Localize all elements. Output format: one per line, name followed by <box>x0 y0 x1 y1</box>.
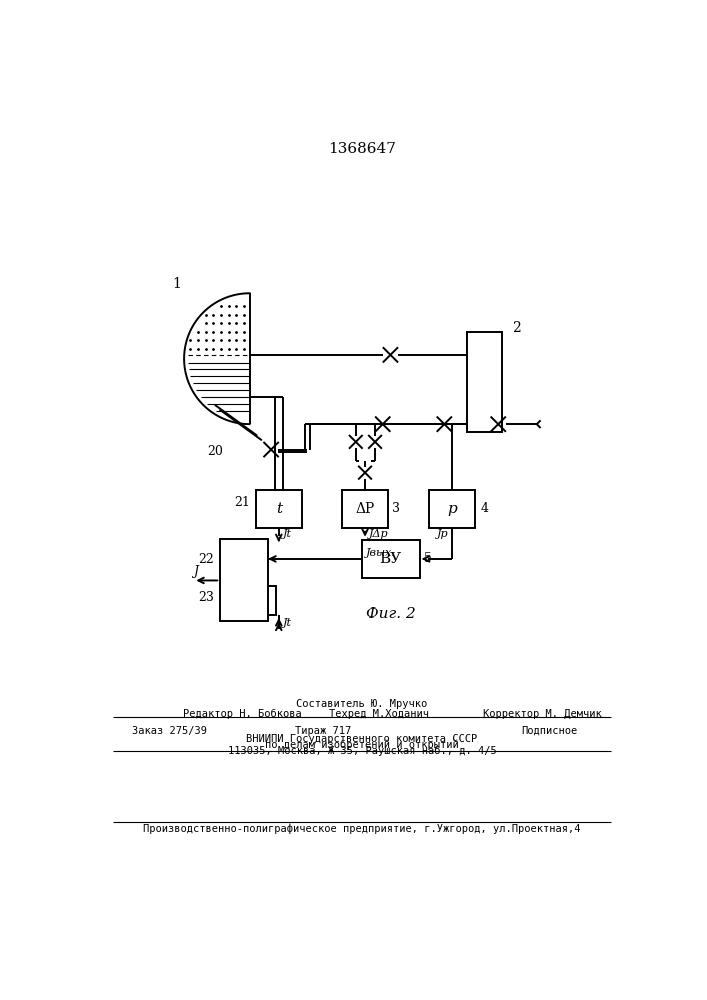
Bar <box>342 490 388 528</box>
Text: Подписное: Подписное <box>521 726 578 736</box>
Text: Jt: Jt <box>283 529 292 539</box>
Text: Фиг. 2: Фиг. 2 <box>366 607 415 621</box>
Text: Тираж 717: Тираж 717 <box>296 726 351 736</box>
Text: Техред М.Ходанич: Техред М.Ходанич <box>329 709 429 719</box>
Bar <box>221 539 268 621</box>
Text: Jвых.: Jвых. <box>366 548 395 558</box>
Text: 113035, Москва, Ж-35, Раушская наб., д. 4/5: 113035, Москва, Ж-35, Раушская наб., д. … <box>228 746 496 756</box>
Text: Корректор М. Демчик: Корректор М. Демчик <box>483 709 602 719</box>
Text: по делам изобретений и открытий: по делам изобретений и открытий <box>265 740 459 750</box>
Text: Составитель Ю. Мручко: Составитель Ю. Мручко <box>296 699 428 709</box>
Bar <box>467 332 502 432</box>
Bar <box>228 545 260 574</box>
Text: t: t <box>276 502 282 516</box>
Text: 4: 4 <box>480 502 489 515</box>
Bar <box>429 490 475 528</box>
Text: 21: 21 <box>234 496 250 509</box>
Text: 22: 22 <box>199 553 214 566</box>
Text: 23: 23 <box>199 591 214 604</box>
Text: ВНИИПИ Государственного комитета СССР: ВНИИПИ Государственного комитета СССР <box>246 734 477 744</box>
Text: 1: 1 <box>172 277 181 291</box>
Text: J: J <box>193 565 198 578</box>
Text: 20: 20 <box>207 445 223 458</box>
Bar <box>362 540 420 578</box>
Text: 5: 5 <box>424 552 432 565</box>
Text: 3: 3 <box>392 502 400 515</box>
Text: Jp: Jp <box>436 529 448 539</box>
Text: 1368647: 1368647 <box>328 142 396 156</box>
Text: ВУ: ВУ <box>380 552 402 566</box>
Bar <box>256 490 302 528</box>
Text: Редактор Н. Бобкова: Редактор Н. Бобкова <box>182 709 301 719</box>
Bar <box>244 586 276 615</box>
Text: JΔр: JΔр <box>369 529 389 539</box>
Text: Производственно-полиграфическое предприятие, г.Ужгород, ул.Проектная,4: Производственно-полиграфическое предприя… <box>144 824 580 834</box>
Text: Jt: Jt <box>283 618 292 628</box>
Text: ΔP: ΔP <box>356 502 375 516</box>
Text: Заказ 275/39: Заказ 275/39 <box>132 726 207 736</box>
Text: p: p <box>447 502 457 516</box>
Text: 2: 2 <box>512 321 520 335</box>
